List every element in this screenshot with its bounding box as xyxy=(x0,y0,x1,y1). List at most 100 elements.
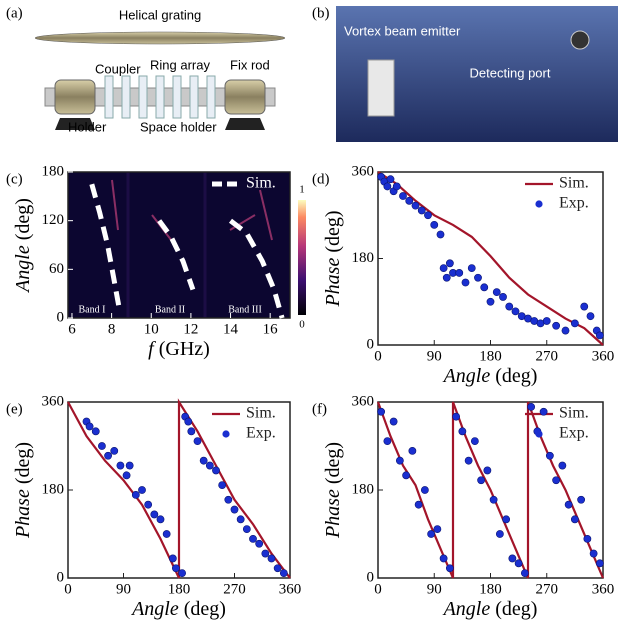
data-line xyxy=(67,398,291,579)
panel-label: (e) xyxy=(6,401,23,417)
heatmap-streak xyxy=(229,214,256,231)
legend-label: Sim. xyxy=(246,405,276,422)
x-tick-label: 180 xyxy=(479,581,502,597)
x-tick-label: 90 xyxy=(116,581,131,597)
panel-label: (c) xyxy=(6,171,23,187)
data-point xyxy=(458,427,467,436)
x-axis-label: Angle (deg) xyxy=(442,598,538,620)
y-axis-label-name: Angle xyxy=(12,245,34,294)
x-tick-label: 8 xyxy=(108,321,116,337)
x-tick-label: 90 xyxy=(427,348,442,364)
x-tick-label: 180 xyxy=(479,348,502,364)
x-tick-label: 10 xyxy=(144,321,159,337)
heatmap-bg xyxy=(68,172,290,318)
x-tick-label: 6 xyxy=(68,321,76,337)
data-point xyxy=(377,407,386,416)
data-point xyxy=(417,206,426,215)
photo-label: Holder xyxy=(68,119,107,134)
x-tick-label: 270 xyxy=(223,581,246,597)
data-point xyxy=(104,451,112,460)
data-point xyxy=(98,442,106,450)
data-point xyxy=(383,182,392,191)
data-point xyxy=(187,427,196,436)
data-point xyxy=(91,427,100,436)
y-tick-label: 180 xyxy=(352,250,375,266)
y-tick-label: 0 xyxy=(367,569,375,585)
y-tick-label: 360 xyxy=(352,393,375,409)
y-tick-label: 360 xyxy=(352,163,375,179)
y-axis-label: Phase (deg) xyxy=(322,210,344,307)
data-point xyxy=(502,515,511,524)
y-axis-label-name: Phase xyxy=(12,489,34,539)
data-point xyxy=(267,554,276,563)
emitter xyxy=(367,59,395,117)
y-tick-label: 180 xyxy=(42,481,65,497)
data-point xyxy=(178,569,186,578)
x-axis-label-name: Angle xyxy=(130,598,179,620)
legend-label: Exp. xyxy=(246,425,276,442)
data-point xyxy=(383,437,392,446)
data-point xyxy=(495,530,504,538)
data-point xyxy=(570,319,579,328)
data-point xyxy=(424,211,432,220)
x-axis-label: Angle (deg) xyxy=(130,598,226,620)
legend-label: Sim. xyxy=(559,175,589,192)
y-tick-label: 360 xyxy=(42,393,65,409)
y-axis-label-name: Phase xyxy=(322,258,344,308)
data-point xyxy=(577,495,586,504)
data-point xyxy=(395,456,404,465)
data-point xyxy=(399,192,407,200)
data-point xyxy=(230,505,239,514)
data-point xyxy=(545,451,554,460)
heatmap-streak xyxy=(111,179,119,231)
data-point xyxy=(218,481,227,490)
data-point xyxy=(527,402,536,411)
y-tick-label: 0 xyxy=(57,309,65,325)
data-point xyxy=(162,530,171,538)
data-point xyxy=(561,326,570,335)
data-point xyxy=(125,461,134,470)
x-axis-label: Angle (deg) xyxy=(442,365,538,387)
x-tick-label: 360 xyxy=(592,348,615,364)
data-point xyxy=(474,273,482,282)
y-tick-label: 180 xyxy=(352,481,375,497)
x-tick-label: 90 xyxy=(427,581,442,597)
y-tick-label: 0 xyxy=(367,336,375,352)
data-point xyxy=(212,466,220,475)
colorbar-tick-label: 1 xyxy=(299,184,305,196)
data-point xyxy=(514,559,523,568)
y-axis-label-unit: (deg) xyxy=(12,198,34,240)
data-point xyxy=(236,515,245,524)
data-point xyxy=(433,525,442,534)
legend-label: Sim. xyxy=(559,405,589,422)
data-point xyxy=(402,471,411,480)
y-axis-label-unit: (deg) xyxy=(322,210,344,252)
data-point xyxy=(455,269,464,277)
band-label: Band III xyxy=(228,304,262,315)
data-point xyxy=(411,201,420,210)
data-point xyxy=(122,471,131,480)
helical-grating xyxy=(34,31,286,45)
legend-label: Exp. xyxy=(559,195,589,212)
x-axis-label-unit: (deg) xyxy=(495,365,537,387)
data-point xyxy=(414,500,423,509)
data-point xyxy=(508,554,517,563)
photo-label: Fix rod xyxy=(230,57,270,72)
data-point xyxy=(445,564,454,573)
data-point xyxy=(144,500,153,509)
data-point xyxy=(150,510,159,519)
data-point xyxy=(131,490,140,499)
y-axis-label: Phase (deg) xyxy=(12,442,34,539)
photo-label: Space holder xyxy=(140,119,217,134)
photo-label: Detecting port xyxy=(470,65,551,80)
data-point xyxy=(570,515,579,524)
x-axis-label-unit: (GHz) xyxy=(159,338,210,360)
panel-label: (f) xyxy=(312,401,327,417)
coupler xyxy=(224,79,266,115)
y-tick-label: 60 xyxy=(49,261,64,277)
x-tick-label: 14 xyxy=(223,321,239,337)
x-tick-label: 0 xyxy=(64,581,72,597)
data-point xyxy=(389,417,398,426)
holder xyxy=(55,118,265,130)
x-tick-label: 360 xyxy=(279,581,302,597)
